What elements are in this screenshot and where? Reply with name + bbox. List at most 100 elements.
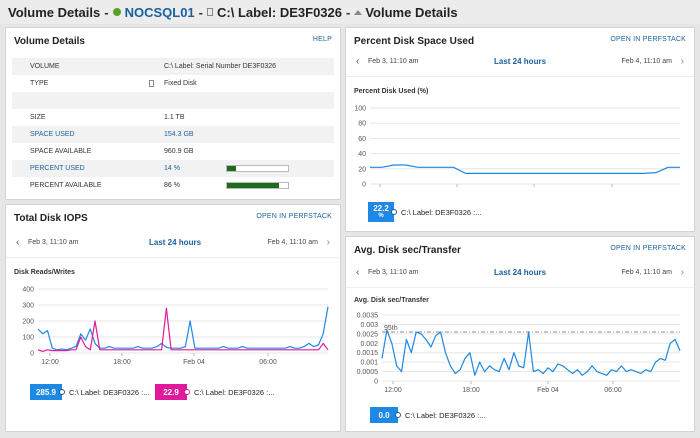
node-status-icon (112, 8, 121, 16)
detail-key: PERCENT USED (30, 165, 85, 172)
x-tick-label: 12:00 (384, 387, 402, 394)
detail-row: SPACE USED 154.3 GB (12, 126, 334, 143)
next-period-button[interactable]: › (680, 56, 684, 67)
series-line-2 (37, 307, 329, 353)
detail-value: 14 % (164, 165, 180, 172)
time-nav: ‹ Feb 3, 11:10 am Last 24 hours Feb 4, 1… (6, 237, 340, 251)
y-tick-label: 0.0015 (357, 350, 379, 357)
x-tick-label: 06:00 (259, 359, 277, 366)
y-tick-label: 60 (358, 136, 366, 143)
y-tick-label: 0 (362, 182, 366, 189)
range-label[interactable]: Last 24 hours (494, 268, 547, 277)
y-tick-label: 0.0035 (357, 313, 379, 320)
page-title: Volume Details (8, 4, 101, 20)
detail-row: SPACE AVAILABLE 960.9 GB (12, 143, 334, 160)
y-tick-label: 200 (22, 319, 34, 326)
disk-iops-chart: 0 100 200 300 400 12:00 18:00 Feb 04 06:00 (22, 287, 329, 366)
percent-available-fill (227, 183, 280, 188)
detail-key: SIZE (30, 114, 46, 121)
breadcrumb-page: Volume Details (365, 4, 458, 20)
disk-transfer-chart: 0 0.0005 0.001 0.0015 0.002 0.0025 0.003 0.0035… (357, 313, 681, 394)
x-tick-label: 18:00 (462, 387, 480, 394)
detail-value: 960.9 GB (164, 148, 194, 155)
x-tick-label: 18:00 (113, 359, 131, 366)
open-in-perfstack-link[interactable]: OPEN IN PERFSTACK (610, 245, 686, 252)
y-tick-label: 0 (374, 379, 378, 386)
detail-row (12, 92, 334, 109)
disk-space-panel: Percent Disk Space Used OPEN IN PERFSTAC… (345, 27, 695, 232)
volume-details-panel: Volume Details HELP VOLUME C:\ Label: Se… (5, 27, 341, 200)
legend-value-swatch: 22.9 (155, 384, 187, 400)
detail-row: VOLUME C:\ Label: Serial Number DE3F0326 (12, 58, 334, 75)
detail-value: 1.1 TB (164, 114, 185, 121)
detail-value: 86 % (164, 182, 180, 189)
detail-value: 154.3 GB (164, 131, 194, 138)
percent-available-bar (226, 182, 289, 189)
range-label[interactable]: Last 24 hours (494, 57, 547, 66)
legend-label[interactable]: C:\ Label: DE3F0326 :... (401, 207, 482, 217)
legend-dot (395, 412, 401, 418)
x-tick-label: 12:00 (41, 359, 59, 366)
next-period-button[interactable]: › (680, 267, 684, 278)
detail-key: TYPE (30, 80, 49, 87)
detail-key: SPACE AVAILABLE (30, 148, 92, 155)
chart-y-label: Disk Reads/Writes (14, 269, 75, 276)
detail-key: PERCENT AVAILABLE (30, 182, 102, 189)
range-end: Feb 4, 11:10 am (621, 269, 672, 276)
previous-period-button[interactable]: ‹ (16, 237, 20, 248)
time-nav-divider (346, 287, 694, 288)
legend-value-swatch: 0.0 (370, 407, 398, 423)
percent-used-bar (226, 165, 289, 172)
chart-legend: 0.0 C:\ Label: DE3F0326 :... (370, 407, 485, 423)
time-nav-divider (346, 76, 694, 77)
panel-title: Volume Details (14, 36, 85, 47)
legend-label[interactable]: C:\ Label: DE3F0326 :... (194, 387, 275, 397)
legend-value-swatch: 22.2 % (368, 202, 394, 222)
threshold-label: 95th (384, 325, 398, 332)
open-in-perfstack-link[interactable]: OPEN IN PERFSTACK (256, 213, 332, 220)
x-tick-label: 06:00 (604, 387, 622, 394)
disk-transfer-panel: Avg. Disk sec/Transfer OPEN IN PERFSTACK… (345, 236, 695, 432)
y-tick-label: 20 (358, 166, 366, 173)
legend-dot (59, 389, 65, 395)
detail-value: C:\ Label: Serial Number DE3F0326 (164, 63, 277, 70)
legend-value: 22.2 (373, 204, 389, 213)
breadcrumb-separator: - (104, 4, 109, 20)
y-tick-label: 100 (354, 106, 366, 113)
series-line-1 (37, 306, 329, 351)
panel-title: Total Disk IOPS (14, 213, 88, 224)
range-end: Feb 4, 11:10 am (267, 239, 318, 246)
detail-key: SPACE USED (30, 131, 75, 138)
open-in-perfstack-link[interactable]: OPEN IN PERFSTACK (610, 36, 686, 43)
time-nav: ‹ Feb 3, 11:10 am Last 24 hours Feb 4, 1… (346, 56, 694, 70)
y-tick-label: 400 (22, 287, 34, 294)
volume-icon (207, 8, 213, 16)
breadcrumb-separator: - (198, 4, 203, 20)
detail-value: Fixed Disk (164, 80, 197, 87)
breadcrumb-node-link[interactable]: NOCSQL01 (124, 4, 195, 20)
help-link[interactable]: HELP (312, 36, 332, 43)
range-label[interactable]: Last 24 hours (149, 238, 202, 247)
y-tick-label: 0.0005 (357, 369, 379, 376)
x-tick-label: Feb 04 (183, 359, 205, 366)
previous-period-button[interactable]: ‹ (356, 56, 360, 67)
y-tick-label: 40 (358, 151, 366, 158)
y-tick-label: 0.0025 (357, 331, 379, 338)
time-nav-divider (6, 257, 340, 258)
y-tick-label: 0 (30, 351, 34, 358)
chart-y-label: Avg. Disk sec/Transfer (354, 297, 429, 304)
legend-label[interactable]: C:\ Label: DE3F0326 :... (69, 387, 150, 397)
legend-unit: % (378, 213, 384, 219)
panel-title: Avg. Disk sec/Transfer (354, 245, 461, 256)
legend-label[interactable]: C:\ Label: DE3F0326 :... (405, 410, 486, 420)
panel-title: Percent Disk Space Used (354, 36, 475, 47)
y-tick-label: 0.003 (360, 322, 378, 329)
next-period-button[interactable]: › (326, 237, 330, 248)
breadcrumb-volume: C:\ Label: DE3F0326 (217, 4, 342, 20)
series-line-1 (381, 329, 681, 376)
previous-period-button[interactable]: ‹ (356, 267, 360, 278)
chart-legend-1: 285.9 C:\ Label: DE3F0326 :... (30, 384, 149, 400)
page-header: Volume Details - NOCSQL01 - C:\ Label: D… (0, 0, 700, 24)
breadcrumb-separator: - (346, 4, 351, 20)
